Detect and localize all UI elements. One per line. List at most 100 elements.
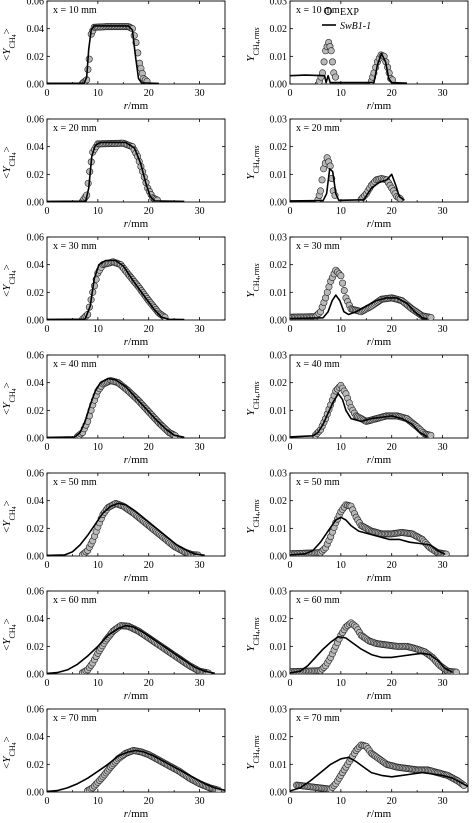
x-tick-label: 30 [195, 88, 205, 99]
y-tick-label: 0.00 [270, 80, 288, 91]
y-tick-label: 0.01 [270, 760, 288, 771]
x-tick-label: 30 [438, 560, 448, 571]
plot-frame [289, 708, 469, 793]
panel-label: x = 20 mm [53, 123, 97, 134]
x-tick-label: 20 [387, 88, 397, 99]
panel-rms-5: 0 10 20 30 0.00 0.01 0.02 0.03 YCH4,rms r/mm x = 5… [245, 469, 469, 584]
x-axis-label: r/mm [124, 690, 149, 702]
y-axis-label: <YCH4> [1, 736, 18, 769]
panel-label: x = 60 mm [53, 595, 97, 606]
series-group [290, 38, 408, 84]
y-tick-label: 0.02 [270, 496, 288, 507]
exp-point [320, 58, 328, 66]
x-tick-label: 20 [387, 796, 397, 807]
y-tick-label: 0.02 [27, 642, 45, 653]
y-tick-label: 0.00 [27, 670, 45, 681]
y-tick-label: 0.02 [270, 614, 288, 625]
series-group [290, 381, 435, 438]
exp-point [337, 272, 345, 280]
x-axis-label: r/mm [367, 690, 392, 702]
series-sim [290, 294, 428, 320]
panel-label: x = 70 mm [296, 713, 340, 724]
x-tick-label: 0 [288, 206, 293, 217]
plot-frame [289, 472, 469, 557]
x-tick-label: 30 [195, 796, 205, 807]
plot-frame [289, 590, 469, 675]
y-tick-label: 0.06 [27, 351, 45, 362]
y-tick-label: 0.04 [27, 24, 45, 35]
series-sim [290, 635, 454, 674]
panel-mean-6: 0 10 20 30 0.00 0.02 0.04 0.06 <YCH4> r/mm x = 60 … [1, 587, 226, 702]
y-tick-label: 0.00 [27, 788, 45, 799]
series-group [290, 619, 460, 674]
series-exp [311, 381, 435, 438]
x-tick-label: 20 [144, 442, 154, 453]
series-group [47, 622, 215, 674]
x-tick-label: 0 [45, 324, 50, 335]
y-axis-label: YCH4,rms [245, 617, 262, 651]
series-group [47, 377, 185, 438]
x-tick-label: 30 [438, 88, 448, 99]
series-sim [290, 756, 468, 792]
x-tick-label: 10 [93, 796, 103, 807]
y-axis-label: <YCH4> [1, 382, 18, 415]
x-axis-label: r/mm [367, 100, 392, 112]
y-tick-label: 0.04 [27, 614, 45, 625]
series-sim [47, 502, 205, 556]
y-tick-label: 0.06 [27, 233, 45, 244]
y-tick-label: 0.00 [27, 552, 45, 563]
x-tick-label: 30 [195, 324, 205, 335]
y-tick-label: 0.02 [27, 170, 45, 181]
series-group [47, 499, 205, 556]
exp-point [317, 187, 325, 195]
series-exp [290, 619, 460, 674]
x-axis-label: r/mm [124, 336, 149, 348]
x-axis-label: r/mm [367, 454, 392, 466]
x-tick-label: 0 [288, 88, 293, 99]
y-tick-label: 0.02 [27, 52, 45, 63]
y-axis-label: <YCH4> [1, 146, 18, 179]
x-tick-label: 0 [45, 442, 50, 453]
x-tick-label: 10 [93, 678, 103, 689]
y-tick-label: 0.03 [270, 587, 288, 598]
y-tick-label: 0.00 [27, 198, 45, 209]
x-tick-label: 10 [93, 88, 103, 99]
y-tick-label: 0.02 [27, 524, 45, 535]
y-tick-label: 0.06 [27, 705, 45, 716]
x-tick-label: 30 [438, 324, 448, 335]
plot-frame [289, 236, 469, 321]
y-tick-label: 0.02 [270, 732, 288, 743]
y-tick-label: 0.06 [27, 469, 45, 480]
series-sim [47, 259, 185, 320]
panel-label: x = 40 mm [296, 359, 340, 370]
x-tick-label: 20 [144, 560, 154, 571]
x-tick-label: 20 [387, 442, 397, 453]
plot-frame [289, 0, 469, 85]
plot-frame [46, 0, 226, 85]
plot-frame [46, 354, 226, 439]
x-tick-label: 0 [45, 88, 50, 99]
x-tick-label: 10 [93, 206, 103, 217]
y-tick-label: 0.04 [27, 378, 45, 389]
y-tick-label: 0.04 [27, 732, 45, 743]
y-tick-label: 0.02 [270, 24, 288, 35]
x-tick-label: 20 [387, 560, 397, 571]
x-axis-label: r/mm [124, 454, 149, 466]
x-tick-label: 30 [438, 678, 448, 689]
panel-rms-7: 0 10 20 30 0.00 0.01 0.02 0.03 YCH4,rms r/mm x = 7… [245, 705, 469, 820]
y-axis-label: <YCH4> [1, 618, 18, 651]
x-tick-label: 20 [144, 88, 154, 99]
panel-rms-1: 0 10 20 30 0.00 0.01 0.02 0.03 YCH4,rms r/mm x = 1… [245, 0, 469, 112]
y-tick-label: 0.00 [270, 198, 288, 209]
y-axis-label: <YCH4> [1, 28, 18, 61]
x-tick-label: 20 [144, 796, 154, 807]
y-tick-label: 0.00 [27, 80, 45, 91]
series-sim [47, 749, 225, 792]
y-axis-label: YCH4,rms [245, 27, 262, 61]
panel-rms-4: 0 10 20 30 0.00 0.01 0.02 0.03 YCH4,rms r/mm x = 4… [245, 351, 469, 466]
y-tick-label: 0.06 [27, 115, 45, 126]
x-tick-label: 0 [288, 796, 293, 807]
x-axis-label: r/mm [124, 100, 149, 112]
series-sim [47, 141, 185, 202]
